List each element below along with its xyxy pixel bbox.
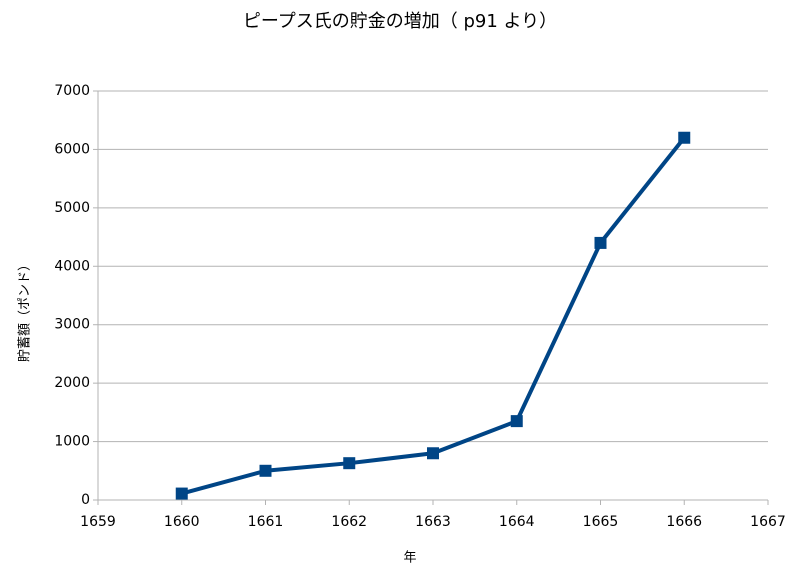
x-tick-label: 1661 xyxy=(248,514,284,530)
data-point xyxy=(175,487,188,500)
data-point xyxy=(343,457,356,470)
data-point xyxy=(259,464,272,477)
y-tick-label: 6000 xyxy=(54,141,90,157)
x-tick-label: 1667 xyxy=(750,514,786,530)
y-tick-label: 2000 xyxy=(54,375,90,391)
x-tick-label: 1659 xyxy=(80,514,116,530)
x-tick-label: 1664 xyxy=(499,514,535,530)
x-tick-label: 1666 xyxy=(666,514,702,530)
y-tick-label: 4000 xyxy=(54,258,90,274)
y-tick-label: 5000 xyxy=(54,200,90,216)
data-point xyxy=(594,236,607,249)
data-line xyxy=(181,136,686,496)
x-tick-label: 1665 xyxy=(583,514,619,530)
data-point xyxy=(510,415,523,428)
y-axis-label: 貯蓄額（ポンド） xyxy=(18,258,33,362)
y-tick-label: 3000 xyxy=(54,317,90,333)
x-axis-label: 年 xyxy=(403,551,416,566)
data-point xyxy=(678,131,691,144)
y-tick-label: 7000 xyxy=(54,83,90,99)
y-tick-label: 1000 xyxy=(54,434,90,450)
chart-title: ピープス氏の貯金の増加（ p91 より） xyxy=(243,11,557,32)
x-tick-label: 1662 xyxy=(331,514,367,530)
x-tick-label: 1660 xyxy=(164,514,200,530)
y-tick-label: 0 xyxy=(81,492,90,508)
data-point xyxy=(427,447,439,460)
x-tick-label: 1663 xyxy=(415,514,451,530)
